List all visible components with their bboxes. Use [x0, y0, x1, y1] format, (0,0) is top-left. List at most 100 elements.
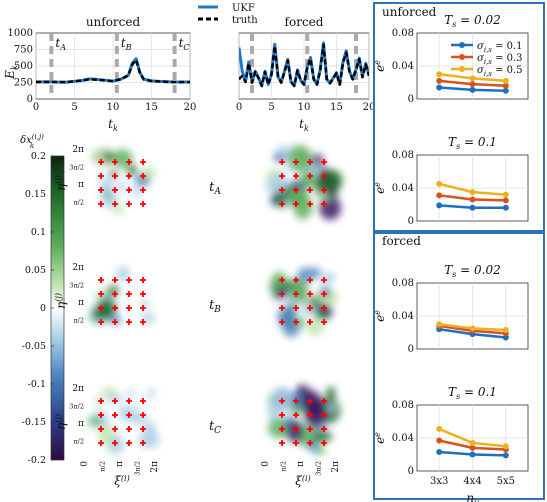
sensor-cross [293, 305, 299, 311]
field-map [264, 145, 343, 220]
map-y-tick-label: 2π [72, 145, 84, 155]
sensor-cross [98, 291, 104, 297]
map-ylabel: η(j) [54, 175, 68, 191]
field-map: 0 π/2 π 3π/2 2π ξ(i) [261, 384, 341, 488]
sensor-cross [126, 305, 132, 311]
colorbar-tick-label: 0.15 [25, 189, 46, 200]
error-y-tick-label: 0 [408, 344, 414, 355]
sensor-cross [307, 412, 313, 418]
sensor-cross [321, 440, 327, 446]
error-point [502, 82, 509, 89]
sensor-cross [293, 187, 299, 193]
sensor-cross [321, 398, 327, 404]
sensor-cross [279, 319, 285, 325]
error-panel-title: Ts = 0.02 [444, 13, 501, 29]
error-point [469, 86, 476, 93]
field-blob [93, 292, 105, 299]
field-blob [287, 145, 312, 172]
error-x-tick-label: 5x5 [497, 476, 515, 487]
field-blob [326, 188, 337, 197]
sensor-cross [293, 440, 299, 446]
sensor-cross [321, 305, 327, 311]
sensor-cross [112, 159, 118, 165]
sensor-cross [126, 398, 132, 404]
field-blob [87, 417, 102, 427]
sensor-cross [98, 159, 104, 165]
legend-ukf-label: UKF [232, 3, 255, 14]
sensor-cross [112, 426, 118, 432]
sensor-cross [279, 277, 285, 283]
sensor-cross [321, 412, 327, 418]
error-point [502, 334, 509, 341]
sensor-cross [112, 398, 118, 404]
field-blob [110, 315, 122, 326]
row-label-tB: tB [209, 298, 221, 315]
error-panel-title: Ts = 0.1 [448, 135, 497, 151]
sensor-cross [140, 426, 146, 432]
sensor-cross [140, 291, 146, 297]
error-y-tick-label: 0.08 [392, 150, 414, 161]
sensor-cross [140, 398, 146, 404]
sensor-cross [279, 201, 285, 207]
sensor-cross [112, 319, 118, 325]
field-map-blobs [264, 145, 343, 220]
x-tick-label: 10 [107, 102, 120, 113]
field-blob [314, 445, 325, 456]
error-point [436, 84, 443, 91]
field-map: 2π 3π/2 π π/2 η(j) [54, 145, 157, 218]
sensor-cross [293, 319, 299, 325]
sensor-cross [126, 277, 132, 283]
sensor-cross [307, 440, 313, 446]
field-blob [312, 430, 332, 443]
field-map: 2π 3π/2 π π/2 η(j) [54, 263, 157, 336]
sensor-cross [140, 201, 146, 207]
field-blob [144, 421, 156, 437]
map-y-tick-label: π [78, 419, 84, 429]
error-point [436, 180, 443, 187]
sensor-markers [279, 398, 327, 446]
error-point [436, 321, 443, 328]
sensor-cross [98, 305, 104, 311]
y-tick-label: 250 [14, 78, 33, 89]
sensor-cross [140, 187, 146, 193]
sensor-cross [307, 398, 313, 404]
error-point [469, 189, 476, 196]
sensor-cross [307, 319, 313, 325]
sensor-cross [321, 201, 327, 207]
x-tick-label: 0 [236, 102, 242, 113]
field-maps: 2π 3π/2 π π/2 η(j) 2π 3π/2 π π/2 η(j) 2π 3π/2 π π/2 η(… [54, 145, 343, 488]
error-y-tick-label: 0.04 [392, 61, 414, 72]
field-blob [318, 304, 333, 318]
field-blob [286, 187, 307, 208]
field-blob [285, 419, 304, 443]
sensor-cross [279, 426, 285, 432]
field-blob [100, 178, 113, 194]
map-x-tick-label: 3π/2 [315, 461, 323, 476]
field-blob [326, 386, 336, 400]
field-blob [113, 203, 125, 215]
map-ylabel: η(j) [54, 414, 68, 430]
colorbar-tick-label: 0 [40, 303, 46, 314]
field-blob [112, 149, 133, 168]
sensor-cross [293, 173, 299, 179]
sensor-cross [321, 173, 327, 179]
sensor-cross [307, 187, 313, 193]
error-y-tick-label: 0 [408, 94, 414, 105]
error-y-tick-label: 0.08 [392, 400, 414, 411]
sensor-cross [98, 426, 104, 432]
sensor-cross [321, 159, 327, 165]
field-blob [116, 266, 130, 282]
sensor-cross [112, 187, 118, 193]
field-blob [126, 165, 138, 176]
error-ylabel: ee [373, 182, 387, 194]
x-tick-label: 0 [33, 102, 39, 113]
legend-marker [459, 66, 465, 72]
sensor-cross [126, 319, 132, 325]
field-blob [132, 187, 142, 197]
sensor-cross [126, 187, 132, 193]
error-point [469, 75, 476, 82]
sensor-cross [126, 159, 132, 165]
field-blob [92, 307, 109, 321]
